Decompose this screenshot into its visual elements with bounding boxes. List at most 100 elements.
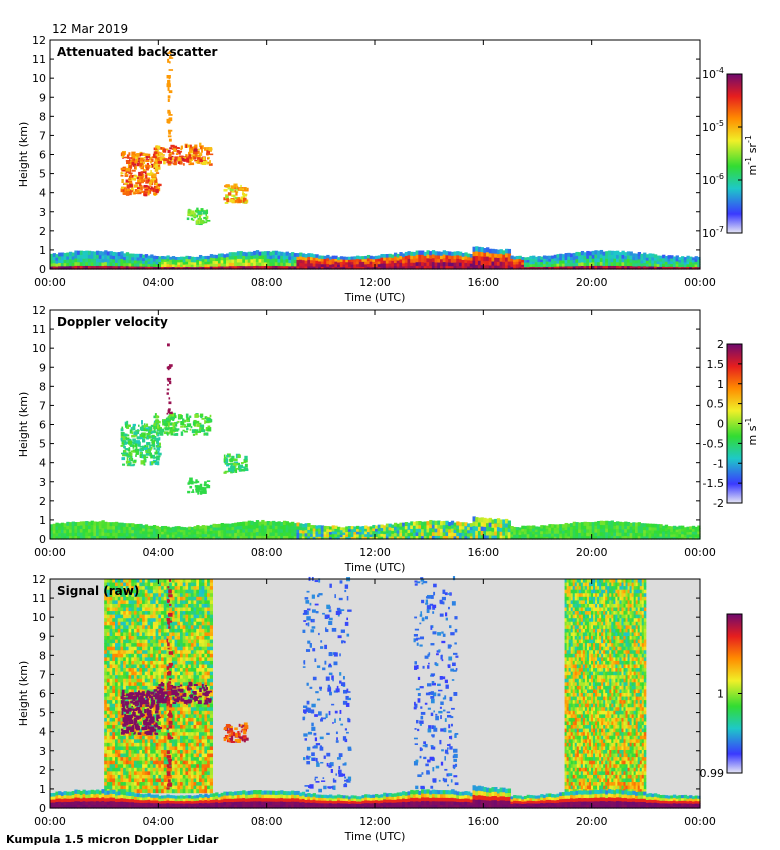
velocity-echo [135,454,137,457]
noise-band-cell [142,685,146,690]
boundary-layer-cell [496,261,501,266]
boundary-layer-cell [369,536,373,540]
velocity-echo [231,470,235,473]
noise-band-cell [104,717,108,722]
noise-band-cell [133,689,138,694]
noise-band-cell [120,611,124,616]
boundary-layer-cell [328,533,333,538]
noise-band-cell [150,607,154,612]
boundary-layer-cell [188,256,192,260]
cloud-echo [162,154,165,156]
noise-band-cell [147,685,151,690]
boundary-layer-cell [437,258,441,263]
noise-band-cell [139,593,143,598]
noise-band-cell [117,593,121,598]
boundary-layer-cell [632,262,636,267]
cloud-echo [149,185,152,188]
boundary-layer-cell [282,265,287,270]
boundary-layer-cell [198,254,203,259]
velocity-echo [136,436,142,440]
boundary-layer-cell [71,252,75,257]
boundary-layer-cell [106,525,111,530]
boundary-layer-cell [548,255,552,259]
boundary-layer-cell [242,535,246,540]
noise-band-cell [150,760,154,765]
noise-band-cell [131,678,135,683]
y-axis-label: Height (km) [17,392,30,458]
velocity-echo [233,458,238,462]
cloud-echo [231,190,236,193]
noise-band-cell [117,628,121,633]
boundary-layer-cell [253,250,257,256]
boundary-layer-cell [464,525,468,530]
boundary-layer-cell [339,529,344,533]
boundary-layer-cell [445,265,449,270]
boundary-layer-cell [350,536,354,540]
noise-band-cell [112,650,116,655]
boundary-layer-cell [689,531,693,535]
noise-band-cell [161,632,165,637]
boundary-layer-cell [426,265,430,270]
noise-band-cell [112,611,116,616]
noise-band-cell [120,643,124,648]
boundary-layer-cell [58,265,62,270]
boundary-layer-cell [442,261,447,266]
cloud-echo [157,164,161,169]
boundary-layer-cell [255,257,260,263]
noise-band-cell [125,582,130,587]
boundary-layer-cell [681,525,685,529]
boundary-layer-cell [180,534,184,538]
y-tick-label: 4 [39,187,46,200]
boundary-layer-cell [691,257,696,261]
boundary-layer-cell [253,258,257,263]
noise-band-cell [150,753,154,758]
noise-band-cell [112,692,116,698]
boundary-layer-cell [488,256,493,262]
noise-band-cell [131,778,135,783]
boundary-layer-cell [580,258,585,263]
noise-band-cell [123,675,127,680]
boundary-layer-cell [648,526,652,531]
boundary-layer-cell [307,529,311,534]
boundary-layer-cell [448,261,452,267]
noise-band-cell [142,589,146,594]
boundary-layer-cell [82,528,86,533]
boundary-layer-cell [518,258,522,262]
boundary-layer-cell [564,253,568,257]
boundary-layer-cell [133,530,138,534]
boundary-layer-cell [532,530,536,535]
noise-band-cell [163,653,167,658]
boundary-layer-cell [583,532,587,537]
noise-band-cell [115,643,119,648]
boundary-layer-cell [510,260,514,265]
noise-band-cell [115,589,119,594]
noise-band-cell [152,782,157,787]
boundary-layer-cell [523,525,528,530]
boundary-layer-cell [469,532,474,537]
boundary-layer-cell [55,522,59,527]
noise-band-cell [144,650,148,655]
cloud-echo [194,146,198,150]
colorbar-tick-label: 10-6 [702,172,724,187]
boundary-layer-cell [52,523,57,528]
noise-band-cell [123,767,127,772]
boundary-layer-cell [645,257,650,261]
boundary-layer-cell [412,521,417,526]
boundary-layer-cell [402,259,406,264]
noise-band-cell [131,732,135,737]
boundary-layer-cell [486,518,490,524]
boundary-layer-cell [421,532,425,537]
noise-band-cell [112,689,116,694]
boundary-layer-cell [115,525,119,530]
boundary-layer-cell [128,253,132,258]
boundary-layer-cell [540,525,544,529]
cloud-echo [188,151,191,156]
velocity-echo [153,447,156,450]
noise-band-cell [123,742,127,747]
boundary-layer-cell [532,525,536,529]
boundary-layer-cell [551,533,555,537]
boundary-layer-cell [667,266,671,270]
noise-band-cell [147,618,151,623]
noise-band-cell [133,682,138,687]
boundary-layer-cell [272,535,276,540]
